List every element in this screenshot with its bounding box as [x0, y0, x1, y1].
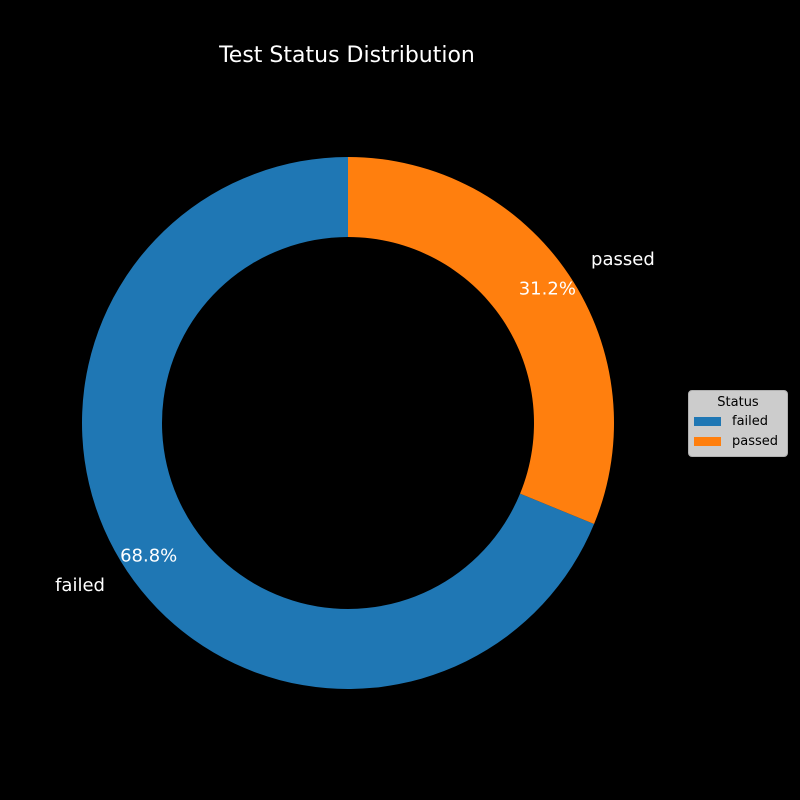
slice-failed: [82, 157, 595, 689]
slice-passed: [348, 157, 615, 525]
chart-title: Test Status Distribution: [218, 43, 475, 68]
pct-label-passed: 31.2%: [519, 278, 576, 299]
legend-label-passed: passed: [732, 433, 779, 449]
labels-group: failed 68.8% passed 31.2%: [55, 249, 655, 596]
legend-swatch-passed: [694, 436, 721, 446]
legend-swatch-failed: [694, 416, 721, 426]
legend-item-passed: passed: [689, 431, 787, 451]
slice-label-failed: failed: [55, 575, 105, 596]
legend-title: Status: [717, 395, 759, 410]
legend: Status failed passed: [688, 390, 788, 457]
slices-group: [82, 157, 615, 689]
slice-label-passed: passed: [591, 249, 655, 270]
legend-label-failed: failed: [732, 413, 769, 429]
pct-label-failed: 68.8%: [120, 546, 177, 567]
legend-item-failed: failed: [689, 411, 787, 431]
